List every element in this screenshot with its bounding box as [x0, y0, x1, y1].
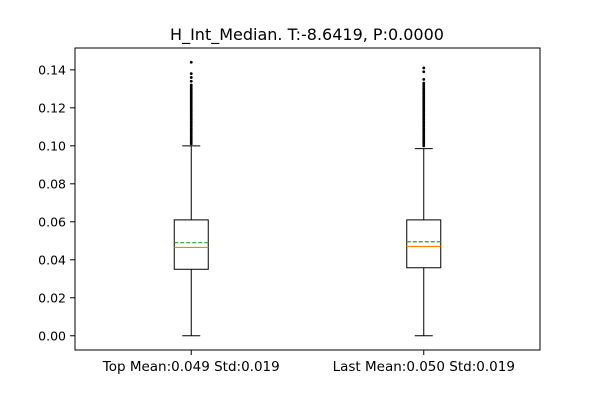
y-tick-label: 0.02 — [38, 290, 66, 305]
x-axis: Top Mean:0.049 Std:0.019 Last Mean:0.050 … — [102, 350, 515, 375]
box-2 — [406, 66, 442, 337]
y-tick-label: 0.12 — [38, 100, 66, 115]
outlier-point — [422, 77, 426, 81]
x-category-label: Top Mean:0.049 Std:0.019 — [102, 359, 280, 375]
chart-title: H_Int_Median. T:-8.6419, P:0.0000 — [170, 25, 444, 45]
outlier-point — [422, 81, 426, 85]
outlier-point — [422, 70, 426, 74]
iqr-box — [406, 219, 442, 269]
y-tick-label: 0.08 — [38, 176, 66, 191]
y-axis: 0.00 0.02 0.04 0.06 0.08 0.10 0.12 0.14 — [38, 62, 75, 343]
box-1 — [173, 60, 209, 337]
outlier-point — [189, 72, 193, 76]
y-tick-label: 0.00 — [38, 328, 66, 343]
x-category-label: Last Mean:0.050 Std:0.019 — [333, 359, 515, 375]
outlier-point — [422, 66, 426, 70]
y-tick-label: 0.04 — [38, 252, 66, 267]
iqr-box — [173, 219, 209, 270]
outlier-point — [189, 60, 193, 64]
outlier-point — [189, 79, 193, 83]
boxes-layer — [173, 60, 442, 337]
y-tick-label: 0.14 — [38, 62, 66, 77]
plot-area-frame — [74, 47, 541, 351]
y-tick-label: 0.06 — [38, 214, 66, 229]
y-tick-label: 0.10 — [38, 138, 66, 153]
outlier-point — [189, 83, 193, 87]
outlier-point — [189, 76, 193, 79]
